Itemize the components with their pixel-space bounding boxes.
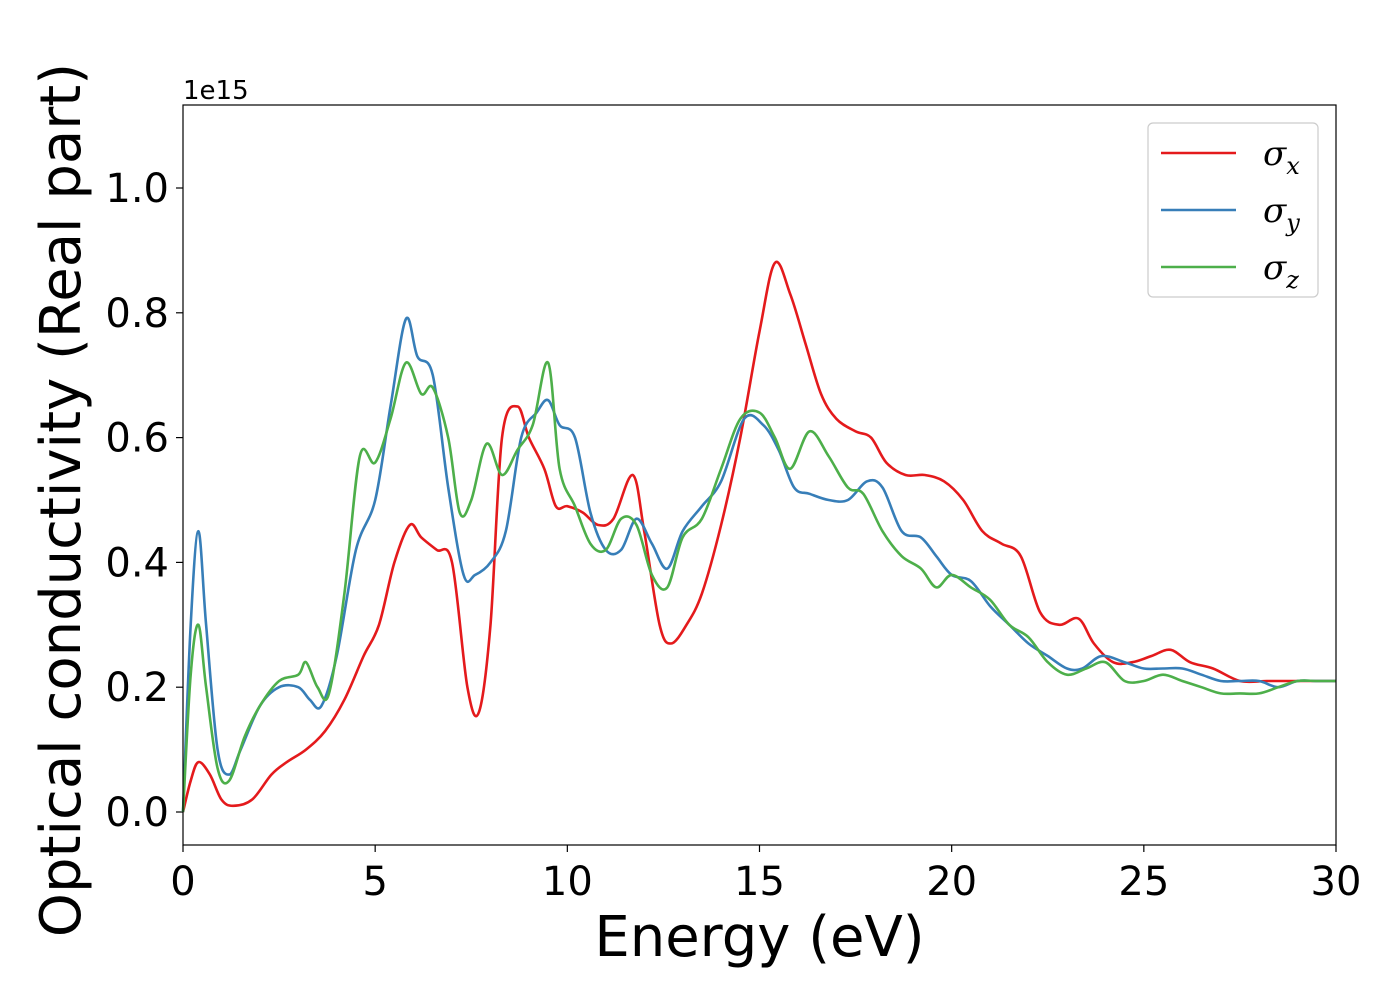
y-axis-label: Optical conductivity (Real part) xyxy=(29,63,94,937)
legend-symbol: σ xyxy=(1263,191,1287,231)
plot-frame xyxy=(182,104,1337,846)
x-tick-label: 30 xyxy=(1311,859,1362,905)
legend-subscript: z xyxy=(1285,266,1299,294)
y-tick-label: 0.0 xyxy=(105,790,169,836)
legend-symbol: σ xyxy=(1263,248,1287,288)
y-tick-label: 0.4 xyxy=(105,540,169,586)
legend-label-x: σx xyxy=(1263,134,1300,180)
x-axis-label: Energy (eV) xyxy=(594,905,924,970)
y-tick-label: 1.0 xyxy=(105,166,169,212)
x-tick-label: 20 xyxy=(926,859,977,905)
x-tick-label: 5 xyxy=(362,859,387,905)
series-line-z xyxy=(181,361,1336,813)
x-tick-label: 25 xyxy=(1118,859,1169,905)
legend-label-z: σz xyxy=(1263,248,1299,294)
y-offset-label: 1e15 xyxy=(183,76,249,106)
y-tick-label: 0.6 xyxy=(105,416,169,462)
y-tick-label: 0.8 xyxy=(105,291,169,337)
series-layer xyxy=(181,260,1336,813)
tick-layer: 0 5 10 15 20 25 30 0.0 0.2 0.4 0.6 0.8 1.0 xyxy=(105,166,1361,905)
y-tick-label: 0.2 xyxy=(105,665,169,711)
series-line-x xyxy=(181,260,1336,813)
x-tick-label: 15 xyxy=(734,859,785,905)
legend-symbol: σ xyxy=(1263,134,1287,174)
legend-label-y: σy xyxy=(1263,191,1300,237)
x-tick-label: 10 xyxy=(542,859,593,905)
series-line-y xyxy=(181,316,1336,813)
x-tick-label: 0 xyxy=(170,859,195,905)
legend-subscript: y xyxy=(1285,209,1300,237)
legend-subscript: x xyxy=(1286,152,1300,180)
